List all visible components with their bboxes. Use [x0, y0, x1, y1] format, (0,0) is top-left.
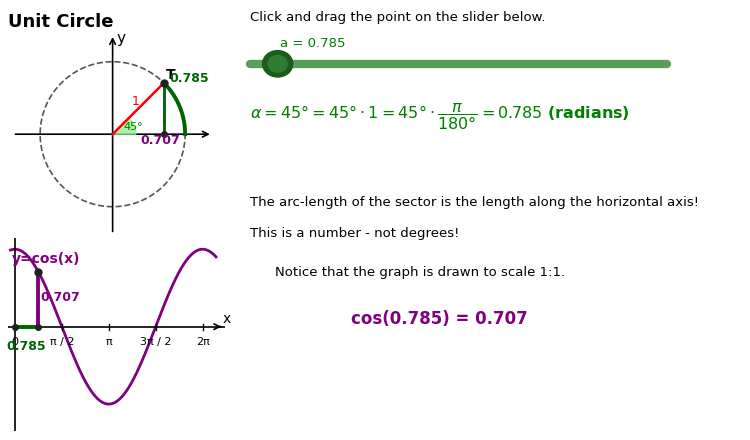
Text: Click and drag the point on the slider below.: Click and drag the point on the slider b…: [250, 11, 545, 24]
Text: 0.785: 0.785: [7, 340, 46, 353]
Text: 3π / 2: 3π / 2: [140, 337, 172, 348]
Wedge shape: [112, 118, 136, 134]
Text: 0: 0: [11, 337, 19, 348]
Text: Notice that the graph is drawn to scale 1:1.: Notice that the graph is drawn to scale …: [275, 266, 566, 279]
Text: T: T: [166, 68, 176, 81]
Text: 0.707: 0.707: [40, 291, 80, 304]
Text: x: x: [223, 312, 231, 326]
Circle shape: [262, 51, 292, 77]
Text: This is a number - not degrees!: This is a number - not degrees!: [250, 227, 460, 240]
Text: 0.785: 0.785: [169, 72, 208, 85]
Text: The arc-length of the sector is the length along the horizontal axis!: The arc-length of the sector is the leng…: [250, 196, 699, 209]
Text: y: y: [117, 31, 126, 46]
Text: 1: 1: [131, 95, 140, 108]
Text: π: π: [106, 337, 112, 348]
Text: 0.707: 0.707: [140, 134, 180, 147]
Text: 45°: 45°: [124, 122, 143, 132]
Text: cos(0.785) = 0.707: cos(0.785) = 0.707: [350, 310, 527, 328]
Text: $\alpha = 45° = 45° \cdot 1 = 45° \cdot \dfrac{\pi}{180°} = 0.785\ \bf{(radians): $\alpha = 45° = 45° \cdot 1 = 45° \cdot …: [250, 101, 630, 132]
Text: y=cos(x): y=cos(x): [11, 252, 80, 266]
Text: Unit Circle: Unit Circle: [8, 13, 113, 31]
Text: a = 0.785: a = 0.785: [280, 37, 346, 51]
Circle shape: [268, 55, 287, 72]
Text: π / 2: π / 2: [50, 337, 74, 348]
Text: 2π: 2π: [196, 337, 209, 348]
